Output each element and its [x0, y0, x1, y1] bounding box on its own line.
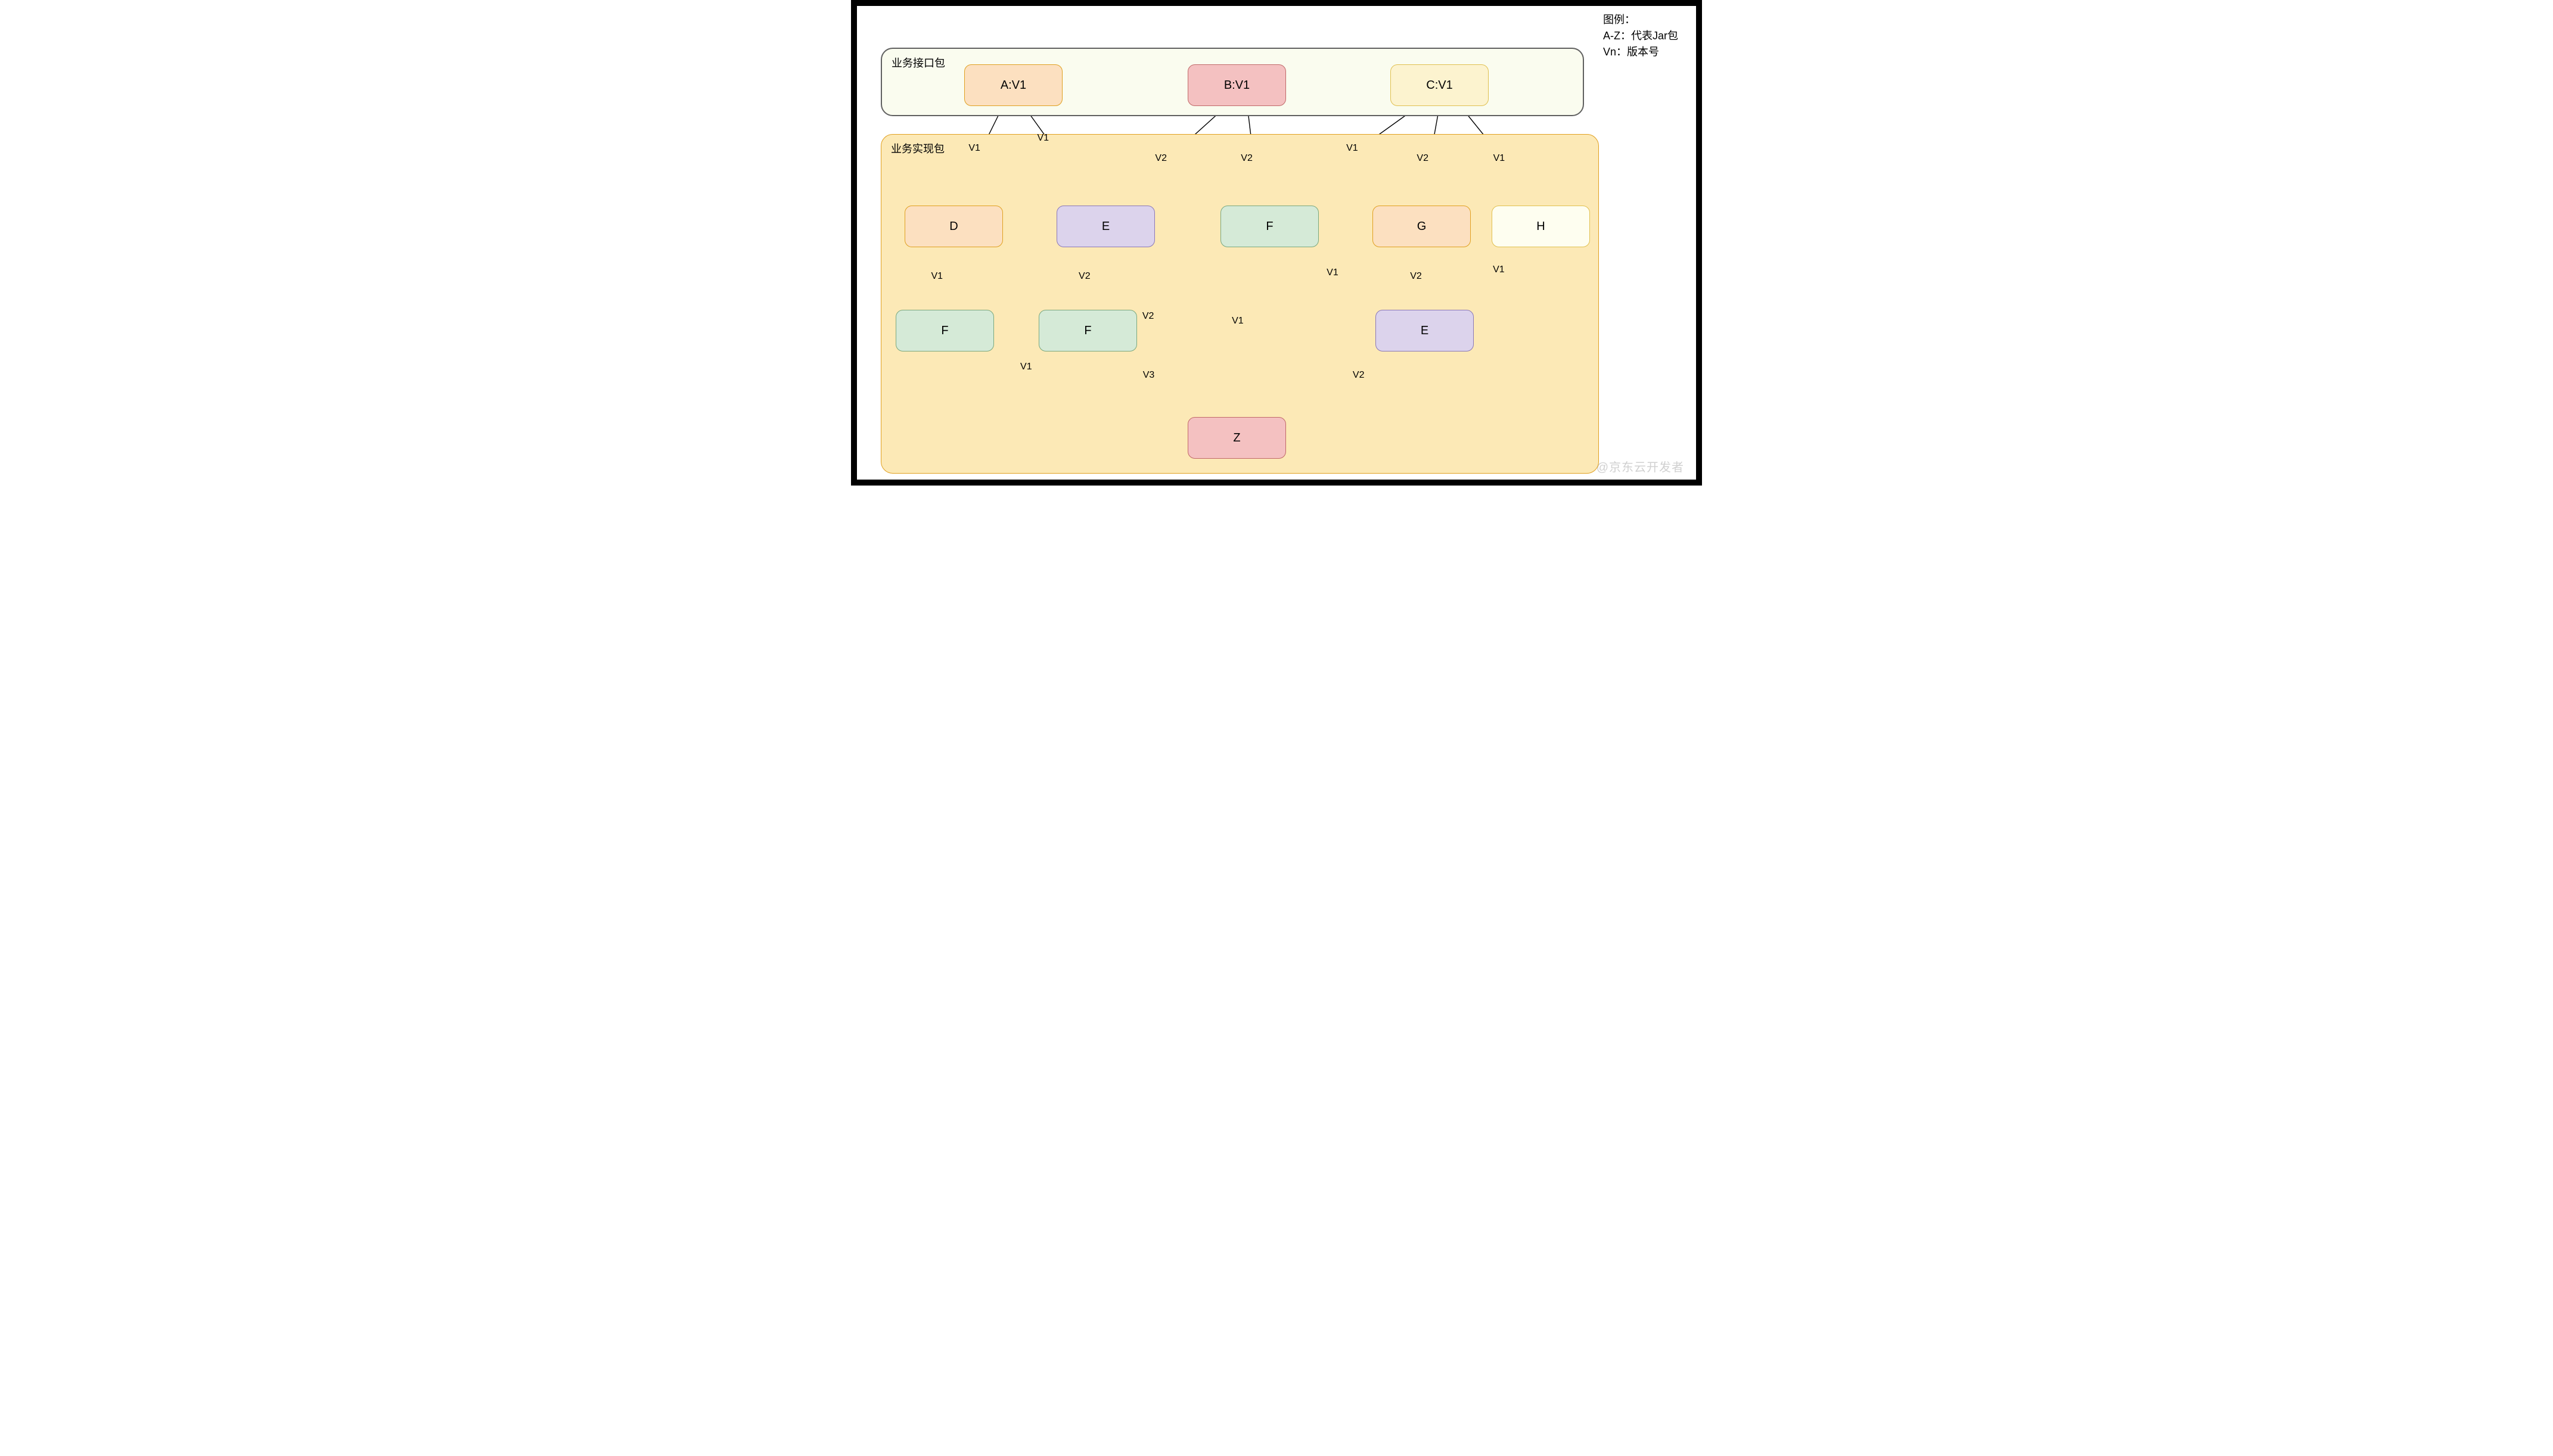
- node-G: G: [1372, 206, 1471, 247]
- legend-title: 图例：: [1603, 12, 1678, 28]
- container-label-impl: 业务实现包: [891, 141, 945, 156]
- node-B: B:V1: [1188, 64, 1286, 106]
- edge-label-D-F1: V1: [931, 271, 943, 282]
- edge-label-F2-Z: V3: [1143, 370, 1155, 381]
- edge-label-F3-Z: V1: [1232, 316, 1244, 326]
- edge-label-H-E2: V1: [1493, 265, 1505, 275]
- edge-label-C-G: V2: [1417, 153, 1428, 164]
- edge-label-G-E2: V2: [1410, 271, 1422, 282]
- node-A: A:V1: [964, 64, 1063, 106]
- diagram-canvas: 图例： A-Z：代表Jar包 Vn：版本号 CSDN @京东云开发者 业务接口包…: [851, 0, 1702, 486]
- edge-label-C-H: V1: [1493, 153, 1505, 164]
- legend-box: 图例： A-Z：代表Jar包 Vn：版本号: [1603, 12, 1678, 60]
- container-label-top: 业务接口包: [892, 55, 945, 70]
- edge-label-A-D: V1: [968, 143, 980, 154]
- node-Z: Z: [1188, 417, 1286, 459]
- edge-label-B-E1: V2: [1155, 153, 1167, 164]
- legend-line-2: Vn：版本号: [1603, 44, 1678, 60]
- node-F2: F: [1039, 310, 1137, 351]
- edge-label-F3-E2: V1: [1327, 267, 1338, 278]
- edge-label-E1-F2: V2: [1079, 271, 1091, 282]
- node-E2: E: [1375, 310, 1474, 351]
- node-C: C:V1: [1390, 64, 1489, 106]
- edge-label-E1-Z: V2: [1142, 311, 1154, 322]
- node-H: H: [1492, 206, 1590, 247]
- edge-label-C-F3: V1: [1346, 143, 1358, 154]
- node-E1: E: [1057, 206, 1155, 247]
- node-F3: F: [1220, 206, 1319, 247]
- node-F1: F: [896, 310, 994, 351]
- edge-label-E2-Z: V2: [1353, 370, 1365, 381]
- legend-line-1: A-Z：代表Jar包: [1603, 28, 1678, 44]
- edge-label-A-E1: V1: [1037, 133, 1049, 144]
- node-D: D: [905, 206, 1003, 247]
- edge-label-B-F3: V2: [1241, 153, 1253, 164]
- edge-label-D-Z: V1: [1020, 362, 1032, 372]
